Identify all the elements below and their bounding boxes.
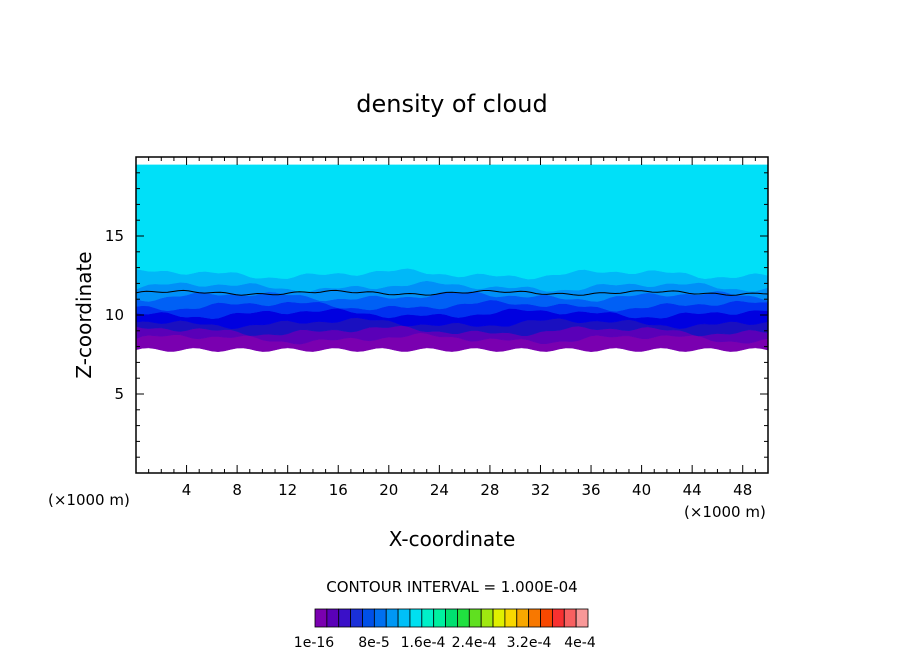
colorbar-swatch — [504, 608, 518, 628]
y-tick-label: 15 — [105, 227, 124, 245]
colorbar-swatch — [516, 608, 530, 628]
colorbar-swatch — [338, 608, 352, 628]
colorbar-swatch — [468, 608, 482, 628]
chart-title: density of cloud — [356, 90, 547, 118]
colorbar-swatch — [480, 608, 494, 628]
x-tick-label: 16 — [329, 481, 348, 499]
x-tick-label: 32 — [531, 481, 550, 499]
colorbar-label: 1.6e-4 — [401, 635, 446, 651]
colorbar-swatch — [551, 608, 565, 628]
x-tick-label: 44 — [683, 481, 702, 499]
colorbar-label: 2.4e-4 — [452, 635, 497, 651]
contour-interval-text: CONTOUR INTERVAL = 1.000E-04 — [326, 578, 577, 596]
colorbar-label: 8e-5 — [358, 635, 389, 651]
colorbar-swatch — [326, 608, 340, 628]
x-tick-label: 20 — [379, 481, 398, 499]
colorbar-swatch — [528, 608, 541, 628]
colorbar — [314, 608, 589, 628]
x-tick-label: 24 — [430, 481, 449, 499]
plot-area — [135, 164, 769, 352]
colorbar-swatch — [314, 608, 328, 628]
x-tick-label: 40 — [632, 481, 651, 499]
colorbar-label: 4e-4 — [564, 635, 596, 651]
colorbar-swatch — [421, 608, 435, 628]
colorbar-swatch — [492, 608, 506, 628]
colorbar-swatch — [385, 608, 399, 628]
colorbar-swatch — [362, 608, 375, 628]
colorbar-label: 1e-16 — [294, 635, 334, 651]
colorbar-swatch — [563, 608, 577, 628]
x-axis-label: X-coordinate — [389, 527, 516, 551]
x-tick-label: 36 — [581, 481, 600, 499]
colorbar-swatch — [575, 608, 589, 628]
contour-band-8 — [135, 164, 769, 280]
colorbar-swatch — [373, 608, 387, 628]
colorbar-swatch — [445, 608, 458, 628]
y-tick-label: 10 — [105, 306, 124, 324]
x-tick-label: 48 — [733, 481, 752, 499]
colorbar-swatch — [433, 608, 446, 628]
contour-line — [135, 289, 769, 296]
colorbar-swatch — [350, 608, 363, 628]
x-tick-label: 8 — [232, 481, 242, 499]
x-tick-label: 12 — [278, 481, 297, 499]
x-tick-label: 28 — [480, 481, 499, 499]
colorbar-swatch — [457, 608, 470, 628]
y-axis-label: Z-coordinate — [72, 251, 96, 378]
x-unit-left: (×1000 m) — [48, 491, 130, 509]
y-tick-label: 5 — [114, 385, 124, 403]
colorbar-label: 3.2e-4 — [507, 635, 552, 651]
colorbar-labels: 1e-16 8e-5 1.6e-4 2.4e-4 3.2e-4 4e-4 — [294, 635, 596, 651]
colorbar-swatch — [397, 608, 411, 628]
x-unit-right: (×1000 m) — [684, 503, 766, 521]
colorbar-swatch — [409, 608, 423, 628]
x-tick-label: 4 — [182, 481, 192, 499]
colorbar-swatch — [540, 608, 553, 628]
